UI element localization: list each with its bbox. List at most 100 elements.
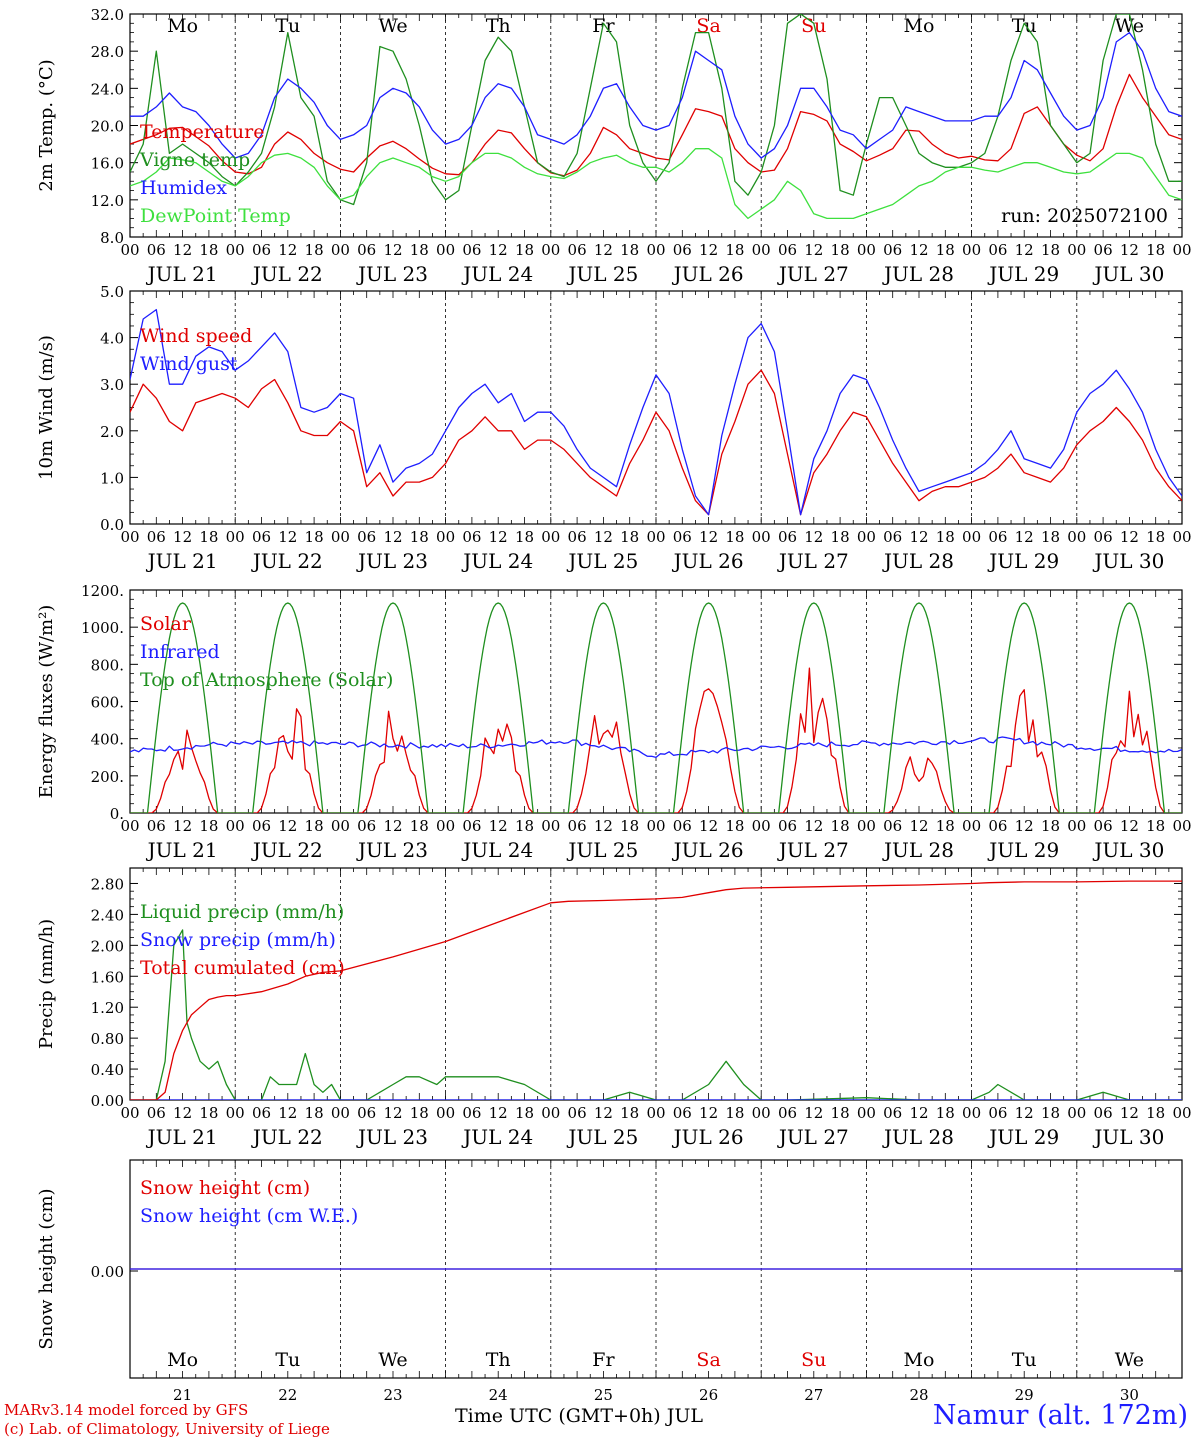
- day-number-label: 22: [278, 1386, 297, 1404]
- series-line: [130, 14, 1182, 206]
- date-label: JUL 30: [1092, 262, 1164, 286]
- hour-label: 12: [489, 1104, 508, 1122]
- y-tick-label: 24.0: [91, 80, 124, 98]
- hour-label: 00: [857, 1104, 876, 1122]
- hour-label: 12: [173, 528, 192, 546]
- hour-label: 12: [173, 817, 192, 835]
- series-group: [130, 14, 1182, 220]
- hour-label: 12: [489, 241, 508, 259]
- legend-entry: Humidex: [140, 177, 227, 199]
- hour-label: 00: [120, 241, 139, 259]
- date-label: JUL 25: [566, 549, 638, 573]
- hour-label: 18: [725, 817, 744, 835]
- hour-label: 18: [199, 1104, 218, 1122]
- weekday-label: We: [1115, 15, 1144, 37]
- weekday-label: Fr: [592, 15, 615, 37]
- hour-label: 18: [831, 817, 850, 835]
- hour-label: 00: [752, 241, 771, 259]
- weekday-label: Mo: [167, 1349, 198, 1371]
- date-label: JUL 26: [672, 262, 744, 286]
- y-tick-label: 2.0: [100, 423, 124, 441]
- hour-label: 12: [909, 1104, 928, 1122]
- weekday-label: Th: [486, 15, 511, 37]
- panel-4: 0.00 0.40 0.80 1.20 1.60 2.00 2.40 2.80 Precip (…: [36, 867, 1192, 1149]
- hour-label: 12: [1120, 241, 1139, 259]
- hour-label: 00: [120, 817, 139, 835]
- date-label: JUL 30: [1092, 1125, 1164, 1149]
- date-label: JUL 30: [1092, 549, 1164, 573]
- hour-label: 12: [594, 241, 613, 259]
- hour-label: 00: [331, 528, 350, 546]
- y-tick-label: 2.40: [91, 906, 124, 924]
- hour-label: 18: [1041, 528, 1060, 546]
- hour-label: 00: [1172, 1104, 1191, 1122]
- date-label: JUL 25: [566, 1125, 638, 1149]
- y-tick-label: 4.0: [100, 330, 124, 348]
- hour-label: 00: [1067, 1104, 1086, 1122]
- y-tick-label: 1.60: [91, 968, 124, 986]
- hour-label: 06: [883, 528, 902, 546]
- date-label: JUL 24: [461, 262, 533, 286]
- hour-label: 06: [252, 817, 271, 835]
- date-label: JUL 21: [146, 1125, 218, 1149]
- hour-label: 06: [778, 817, 797, 835]
- hour-label: 12: [383, 817, 402, 835]
- date-label: JUL 23: [356, 549, 428, 573]
- series-line: [130, 736, 1182, 759]
- y-tick-label: 0.0: [100, 516, 124, 534]
- day-number-label: 23: [383, 1386, 402, 1404]
- hour-label: 00: [1067, 528, 1086, 546]
- legend-entry: DewPoint Temp: [140, 205, 291, 227]
- hour-label: 12: [699, 241, 718, 259]
- hour-label: 12: [909, 241, 928, 259]
- hour-label: 18: [515, 817, 534, 835]
- weekday-label: We: [378, 15, 407, 37]
- y-axis-label: Energy fluxes (W/m²): [36, 605, 57, 799]
- hour-label: 12: [278, 241, 297, 259]
- y-axis-label: 2m Temp. (°C): [36, 59, 57, 191]
- hour-label: 18: [936, 817, 955, 835]
- hour-label: 18: [410, 241, 429, 259]
- hour-label: 00: [857, 817, 876, 835]
- hour-label: 18: [831, 1104, 850, 1122]
- hour-label: 18: [515, 1104, 534, 1122]
- date-label: JUL 22: [251, 549, 323, 573]
- hour-label: 18: [305, 528, 324, 546]
- y-tick-label: 0.00: [91, 1263, 124, 1281]
- hour-label: 00: [120, 528, 139, 546]
- hour-label: 18: [620, 241, 639, 259]
- hour-label: 00: [226, 817, 245, 835]
- date-label: JUL 26: [672, 838, 744, 862]
- legend-entry: Total cumulated (cm): [140, 957, 345, 979]
- y-tick-label: 0.00: [91, 1092, 124, 1110]
- hour-label: 06: [1094, 528, 1113, 546]
- weekday-label: Mo: [904, 15, 935, 37]
- hour-label: 12: [804, 528, 823, 546]
- day-number-label: 30: [1120, 1386, 1139, 1404]
- hour-label: 12: [173, 241, 192, 259]
- hour-label: 18: [1146, 817, 1165, 835]
- date-label: JUL 27: [777, 1125, 849, 1149]
- hour-label: 06: [988, 528, 1007, 546]
- hour-label: 06: [252, 241, 271, 259]
- hour-label: 12: [1015, 817, 1034, 835]
- y-tick-label: 2.00: [91, 937, 124, 955]
- series-line: [130, 929, 1182, 1100]
- lab-credit: (c) Lab. of Climatology, University of L…: [4, 1420, 330, 1438]
- hour-label: 06: [357, 817, 376, 835]
- series-line: [130, 369, 1182, 516]
- hour-label: 06: [357, 528, 376, 546]
- legend-entry: Temperature: [140, 121, 264, 143]
- hour-label: 12: [489, 528, 508, 546]
- day-number-label: 24: [489, 1386, 508, 1404]
- date-label: JUL 30: [1092, 838, 1164, 862]
- date-label: JUL 27: [777, 262, 849, 286]
- hour-label: 12: [699, 1104, 718, 1122]
- legend-entry: Top of Atmosphere (Solar): [140, 669, 393, 691]
- day-number-label: 27: [804, 1386, 823, 1404]
- hour-label: 00: [857, 241, 876, 259]
- date-label: JUL 22: [251, 262, 323, 286]
- day-number-label: 28: [909, 1386, 928, 1404]
- day-number-label: 21: [173, 1386, 192, 1404]
- hour-label: 18: [936, 528, 955, 546]
